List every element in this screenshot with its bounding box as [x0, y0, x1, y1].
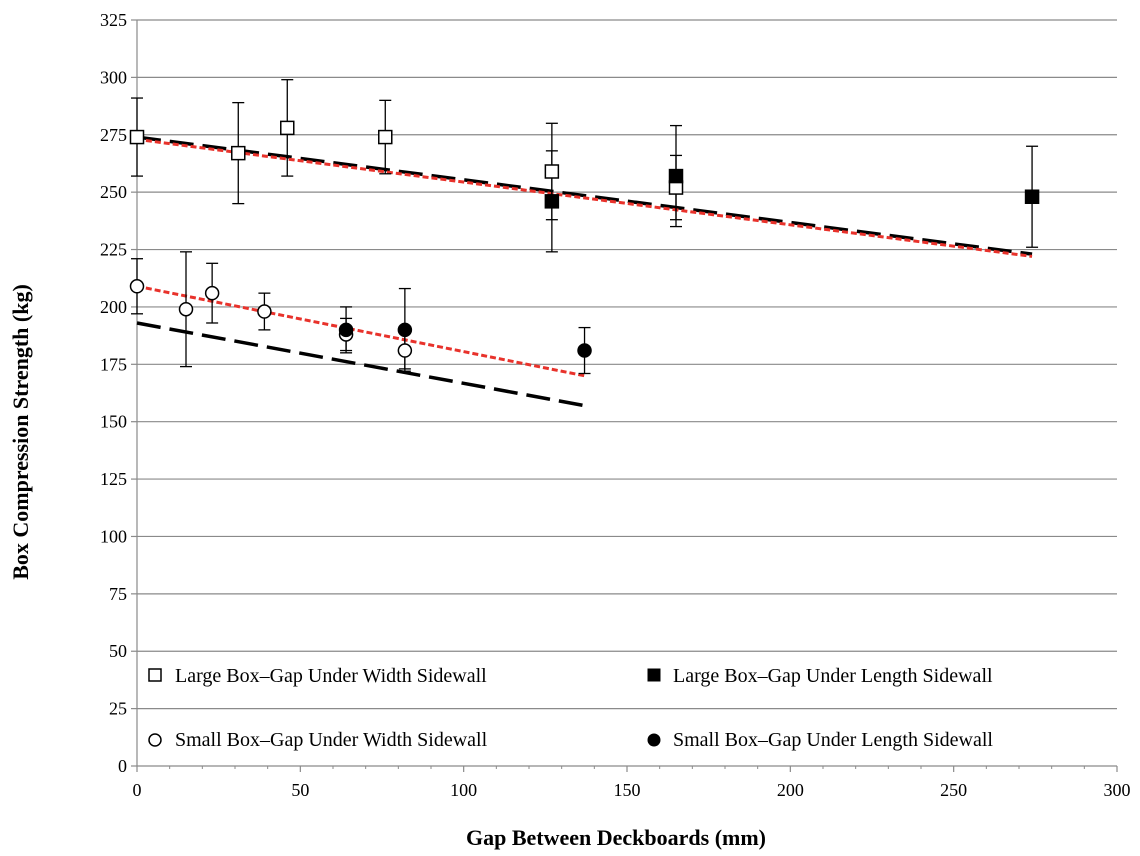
filled-square-icon: [647, 668, 661, 682]
y-tick-label: 125: [100, 469, 127, 489]
trendline-dotted: [136, 137, 1033, 258]
y-tick-label: 150: [100, 412, 127, 432]
data-point-open-circle: [257, 304, 272, 319]
y-tick-label: 175: [100, 354, 127, 374]
data-point-open-square: [129, 129, 145, 145]
trendline-dotted: [136, 284, 585, 378]
y-tick-label: 225: [100, 240, 127, 260]
y-tick-label: 200: [100, 297, 127, 317]
data-point-open-circle: [397, 343, 413, 358]
filled-circle-icon: [647, 733, 661, 747]
trendline-dashed: [136, 135, 1033, 256]
data-point-filled-square: [1024, 189, 1040, 204]
x-tick-label: 50: [291, 780, 309, 800]
data-point-filled-circle: [338, 322, 354, 338]
x-tick-label: 100: [450, 780, 477, 800]
y-tick-label: 100: [100, 526, 127, 546]
y-tick-label: 50: [109, 641, 127, 661]
data-point-filled-circle: [577, 343, 592, 358]
legend-item-small-width: Small Box–Gap Under Width Sidewall: [148, 729, 488, 751]
x-tick-label: 300: [1104, 780, 1131, 800]
data-point-open-circle: [178, 301, 194, 317]
y-tick-label: 325: [100, 10, 127, 30]
data-point-filled-square: [668, 168, 684, 184]
grid-lines: [137, 19, 1117, 710]
data-point-filled-circle: [397, 322, 413, 338]
x-tick-label: 250: [940, 780, 967, 800]
legend-label: Large Box–Gap Under Length Sidewall: [673, 665, 993, 687]
legend-item-large-length: Large Box–Gap Under Length Sidewall: [647, 665, 993, 687]
y-tick-label: 300: [100, 67, 127, 87]
legend-item-large-width: Large Box–Gap Under Width Sidewall: [148, 665, 487, 687]
data-point-open-square: [231, 145, 246, 161]
data-point-open-circle: [204, 285, 220, 301]
data-points: [129, 120, 1040, 358]
y-tick-label: 25: [109, 699, 127, 719]
error-bars: [131, 79, 1039, 375]
open-circle-icon: [148, 733, 162, 747]
trendline-dashed: [136, 321, 585, 408]
data-point-filled-square: [544, 194, 560, 209]
x-axis-title: Gap Between Deckboards (mm): [466, 825, 766, 850]
data-point-open-square: [544, 164, 560, 179]
y-tick-labels: 0 25 50 75 100 125 150 175 200 225 250 275 300 325: [100, 10, 137, 776]
open-square-icon: [148, 668, 162, 682]
x-tick-labels: 0 50 100 150 200 250 300: [133, 766, 1131, 800]
x-tick-label: 150: [614, 780, 641, 800]
y-tick-label: 0: [118, 756, 127, 776]
data-point-open-circle: [129, 279, 145, 294]
legend-item-small-length: Small Box–Gap Under Length Sidewall: [647, 729, 993, 751]
x-tick-label: 0: [133, 780, 142, 800]
data-point-open-square: [378, 129, 393, 145]
legend-label: Small Box–Gap Under Length Sidewall: [673, 729, 993, 751]
y-axis-title: Box Compression Strength (kg): [8, 284, 33, 580]
y-tick-label: 275: [100, 125, 127, 145]
legend-label: Small Box–Gap Under Width Sidewall: [175, 729, 488, 751]
legend-label: Large Box–Gap Under Width Sidewall: [175, 665, 487, 687]
data-point-open-square: [280, 120, 295, 136]
y-tick-label: 75: [109, 584, 127, 604]
legend: Large Box–Gap Under Width Sidewall Large…: [148, 665, 993, 751]
x-tick-label: 200: [777, 780, 804, 800]
y-tick-label: 250: [100, 182, 127, 202]
